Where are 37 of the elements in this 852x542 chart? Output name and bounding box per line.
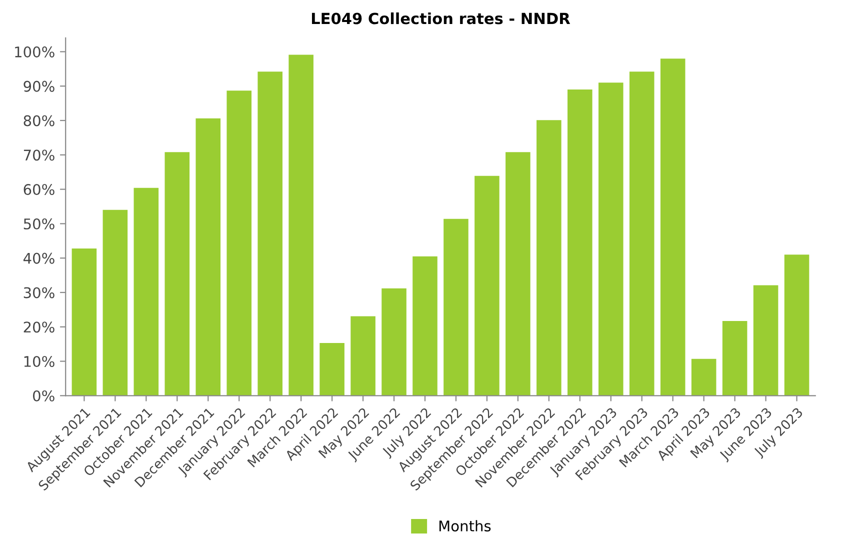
bar [412,256,438,396]
bar [350,316,376,396]
bar [288,54,314,396]
bar [598,82,624,396]
bar [164,152,190,396]
bar [258,72,282,396]
bar [784,254,810,396]
bar [72,248,97,396]
bar [568,90,592,396]
y-tick-label: 50% [24,218,54,230]
bar [474,176,500,396]
chart-title: LE049 Collection rates - NNDR [312,12,570,24]
y-tick-label: 60% [24,184,54,196]
bar [536,120,562,396]
bar [691,358,716,396]
y-tick-label: 90% [24,80,54,92]
bar [660,58,686,396]
bar [506,152,530,396]
y-tick-label: 70% [24,150,54,161]
bar [102,210,128,396]
bar [382,288,406,396]
bar [320,343,344,396]
bar [753,285,778,396]
bar [629,72,654,396]
y-tick-label: 20% [24,322,54,333]
bar [134,188,159,396]
bar [226,90,252,396]
legend-label: Months [439,520,491,532]
y-tick-label: 30% [24,287,54,298]
y-tick-label: 80% [24,115,54,126]
bar [722,321,748,396]
y-tick-label: 100% [15,46,54,58]
y-tick-label: 10% [24,356,54,368]
bar [196,118,221,396]
bar [444,218,468,396]
y-tick-label: 40% [23,252,54,264]
y-tick-label: 0% [33,390,54,402]
